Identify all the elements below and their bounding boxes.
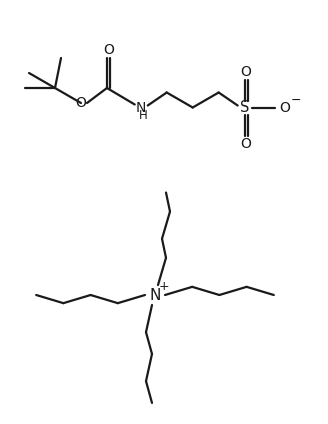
Text: O: O [75, 96, 86, 110]
Text: N: N [135, 100, 146, 114]
Text: O: O [279, 100, 290, 114]
Text: N: N [149, 287, 161, 302]
Text: O: O [241, 137, 252, 151]
Text: O: O [103, 43, 114, 57]
Text: S: S [240, 100, 249, 115]
Text: H: H [139, 109, 148, 122]
Text: −: − [290, 94, 301, 107]
Text: O: O [241, 64, 252, 78]
Text: +: + [159, 281, 169, 293]
